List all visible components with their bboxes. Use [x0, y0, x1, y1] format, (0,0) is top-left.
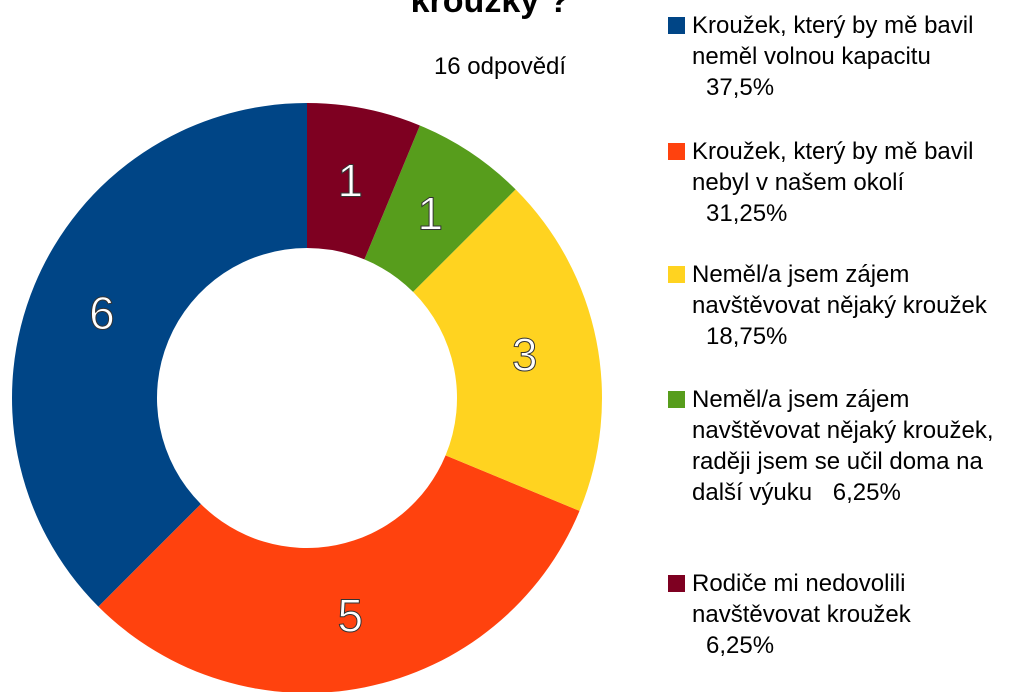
- legend-label: Rodiče mi nedovolili navštěvovat kroužek: [692, 570, 911, 628]
- legend-item: Neměl/a jsem zájem navštěvovat nějaký kr…: [668, 259, 998, 352]
- legend-percent: 18,75%: [706, 323, 788, 350]
- slice: [307, 103, 420, 260]
- legend-item: Neměl/a jsem zájem navštěvovat nějaký kr…: [668, 384, 998, 508]
- legend-swatch: [668, 17, 685, 34]
- slice: [364, 125, 516, 292]
- legend-text: Neměl/a jsem zájem navštěvovat nějaký kr…: [692, 384, 998, 508]
- legend-item: Rodiče mi nedovolili navštěvovat kroužek…: [668, 568, 998, 661]
- slice-label: 6: [89, 287, 115, 339]
- legend-label: Neměl/a jsem zájem navštěvovat nějaký kr…: [692, 261, 987, 319]
- slice: [413, 189, 602, 511]
- legend-text: Rodiče mi nedovolili navštěvovat kroužek…: [692, 568, 998, 661]
- legend-text: Kroužek, který by mě bavil nebyl v našem…: [692, 136, 998, 229]
- legend-percent: 37,5%: [706, 74, 775, 101]
- legend-label: Neměl/a jsem zájem navštěvovat nějaký kr…: [692, 386, 994, 506]
- slice: [98, 455, 580, 692]
- legend-percent: 31,25%: [706, 200, 788, 227]
- chart-subtitle: 16 odpovědí: [434, 53, 566, 80]
- legend-swatch: [668, 266, 685, 283]
- legend-percent: 6,25%: [706, 632, 775, 659]
- slice-label: 5: [338, 590, 364, 642]
- slice-label: 1: [418, 187, 444, 239]
- slice: [11, 103, 308, 607]
- slice-label: 3: [512, 329, 538, 381]
- chart-title: kroužky ?: [411, 0, 570, 20]
- legend-percent: 6,25%: [832, 479, 901, 506]
- legend-swatch: [668, 143, 685, 160]
- legend-label: Kroužek, který by mě bavil nebyl v našem…: [692, 138, 974, 196]
- legend-swatch: [668, 575, 685, 592]
- legend-swatch: [668, 391, 685, 408]
- legend-item: Kroužek, který by mě bavil neměl volnou …: [668, 10, 998, 103]
- legend-item: Kroužek, který by mě bavil nebyl v našem…: [668, 136, 998, 229]
- slice-label: 1: [338, 154, 364, 206]
- legend-label: Kroužek, který by mě bavil neměl volnou …: [692, 12, 974, 70]
- legend-text: Neměl/a jsem zájem navštěvovat nějaký kr…: [692, 259, 998, 352]
- legend-text: Kroužek, který by mě bavil neměl volnou …: [692, 10, 998, 103]
